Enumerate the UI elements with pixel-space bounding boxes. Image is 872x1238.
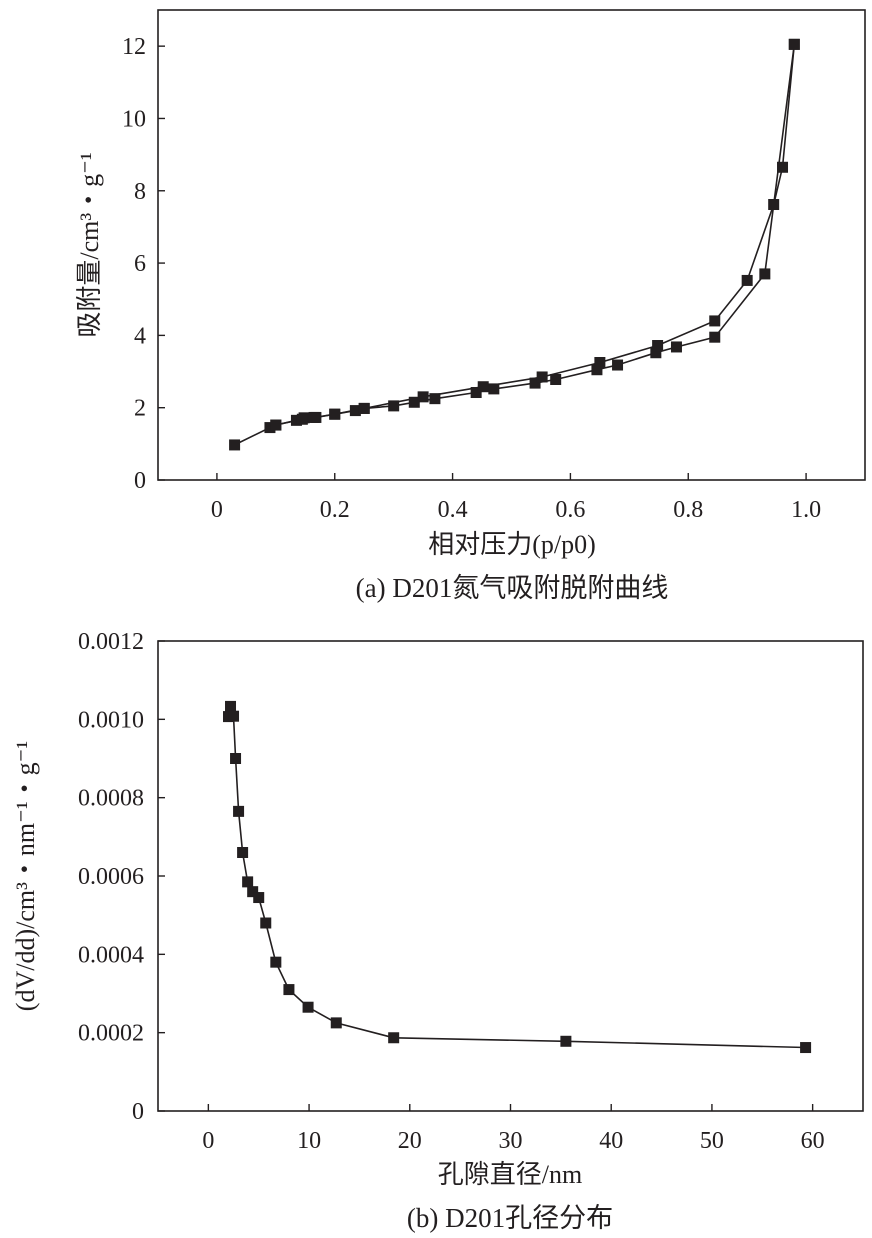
data-point — [270, 956, 282, 968]
y-tick-label: 0.0004 — [78, 942, 144, 968]
data-point — [260, 917, 272, 929]
data-point — [296, 413, 308, 425]
data-point — [470, 387, 482, 399]
chart-caption: (a) D201氮气吸附脱附曲线 — [356, 573, 669, 603]
data-point — [302, 1001, 314, 1013]
data-point — [536, 371, 548, 383]
data-point — [612, 359, 624, 371]
data-point — [290, 414, 302, 426]
x-axis-ticks: 0 0.2 0.4 0.6 0.8 1.0 — [211, 473, 821, 523]
y-axis-title: (dV/dd)/cm³・nm⁻¹・g⁻¹ — [11, 741, 40, 1011]
x-tick-label: 40 — [599, 1128, 623, 1154]
x-tick-label: 50 — [700, 1128, 724, 1154]
y-tick-label: 0.0010 — [78, 707, 144, 733]
data-point — [759, 268, 771, 280]
data-point — [253, 892, 265, 904]
data-point — [652, 340, 664, 352]
data-point — [650, 347, 662, 359]
y-axis-ticks: 0 2 4 6 8 10 12 — [122, 34, 165, 494]
y-tick-label: 0.0012 — [78, 629, 144, 655]
x-tick-label: 60 — [801, 1128, 825, 1154]
y-tick-label: 10 — [122, 106, 146, 132]
data-point — [529, 377, 541, 389]
series-group — [223, 700, 812, 1054]
data-point — [709, 315, 721, 327]
data-point — [358, 402, 370, 414]
data-point — [777, 161, 789, 173]
data-point — [388, 400, 400, 412]
data-point — [768, 199, 780, 211]
series-group — [229, 38, 800, 451]
data-point — [228, 710, 240, 722]
y-axis-title: 吸附量/cm³・g⁻¹ — [75, 152, 104, 337]
y-tick-label: 2 — [134, 396, 146, 422]
y-tick-label: 6 — [134, 251, 146, 277]
data-point — [229, 439, 241, 451]
y-tick-label: 12 — [122, 34, 146, 60]
x-tick-label: 1.0 — [791, 497, 821, 523]
data-point — [741, 274, 753, 286]
data-point — [242, 876, 254, 888]
x-tick-label: 20 — [398, 1128, 422, 1154]
x-tick-label: 0.2 — [320, 497, 350, 523]
series-line-2 — [275, 44, 796, 426]
data-point — [308, 411, 320, 423]
plot-frame — [157, 9, 866, 481]
chart-caption: (b) D201孔径分布 — [407, 1203, 613, 1233]
x-tick-label: 0.4 — [438, 497, 468, 523]
data-point — [591, 364, 603, 376]
data-point — [550, 373, 562, 385]
data-point — [560, 1035, 572, 1047]
x-axis-ticks: 0 10 20 30 40 50 60 — [202, 1104, 825, 1154]
y-tick-label: 0 — [134, 468, 146, 494]
data-point — [233, 805, 245, 817]
data-point — [709, 331, 721, 343]
chart-adsorption-isotherm: 0 0.2 0.4 0.6 0.8 1.0 0 2 4 6 8 10 12 相对压力(p/p0) 吸附… — [75, 9, 866, 603]
y-tick-label: 0 — [132, 1099, 144, 1125]
x-tick-label: 0.6 — [555, 497, 585, 523]
data-point — [237, 847, 249, 858]
data-point — [349, 405, 361, 417]
data-point — [270, 419, 282, 431]
data-point — [283, 984, 295, 996]
x-axis-title: 孔隙直径/nm — [438, 1160, 582, 1189]
y-tick-label: 0.0008 — [78, 786, 144, 812]
x-axis-title: 相对压力(p/p0) — [428, 530, 596, 559]
data-point — [429, 393, 441, 405]
data-point — [670, 341, 682, 353]
data-point — [788, 38, 800, 50]
y-tick-label: 0.0006 — [78, 864, 144, 890]
data-point — [388, 1032, 400, 1044]
data-point — [329, 408, 341, 420]
y-tick-label: 0.0002 — [78, 1021, 144, 1047]
x-tick-label: 0.8 — [673, 497, 703, 523]
data-point — [408, 396, 420, 408]
y-axis-ticks: 0 0.0002 0.0004 0.0006 0.0008 0.0010 0.0012 — [78, 629, 165, 1125]
data-point — [800, 1042, 812, 1054]
data-point — [477, 381, 489, 393]
y-tick-label: 4 — [134, 323, 146, 349]
series-line-1 — [227, 706, 806, 1049]
x-tick-label: 30 — [499, 1128, 523, 1154]
data-point — [594, 357, 606, 368]
data-point — [417, 391, 429, 403]
x-tick-label: 0 — [202, 1128, 214, 1154]
y-tick-label: 8 — [134, 179, 146, 205]
data-point — [225, 700, 237, 712]
data-point — [330, 1017, 342, 1029]
series-line-1 — [234, 44, 796, 446]
data-point — [488, 383, 500, 395]
x-tick-label: 0 — [211, 497, 223, 523]
x-tick-label: 10 — [297, 1128, 321, 1154]
data-point — [264, 422, 276, 434]
data-point — [247, 886, 259, 898]
chart-pore-size-distribution: 0 10 20 30 40 50 60 00.00020.00040.00060.00080… — [11, 629, 864, 1233]
data-point — [230, 753, 242, 764]
